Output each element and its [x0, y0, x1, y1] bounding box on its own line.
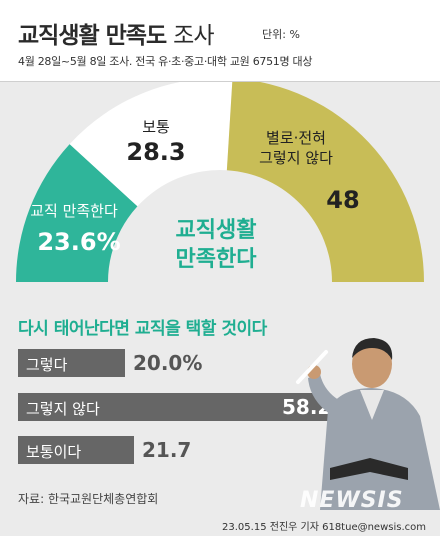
negative-label-line2: 그렇지 않다: [259, 149, 333, 167]
center-line1: 교직생활: [175, 218, 257, 243]
negative-label-line1: 별로·전혀: [266, 129, 326, 147]
bar: [18, 349, 125, 377]
book-shape: [330, 458, 408, 480]
title-bold: 교직생활 만족도: [18, 23, 167, 49]
head-shape: [352, 340, 392, 388]
negative-label: 별로·전혀 그렇지 않다: [236, 128, 356, 168]
newsis-watermark: NEWSIS: [300, 488, 404, 513]
raised-arm-shape: [308, 374, 342, 414]
page-title: 교직생활 만족도 조사: [18, 16, 214, 50]
bar: [18, 436, 134, 464]
header: 교직생활 만족도 조사 단위: % 4월 28일~5월 8일 조사. 전국 유·…: [0, 0, 440, 82]
bar-value-label: 20.0%: [133, 351, 203, 375]
body-shape: [320, 388, 440, 510]
normal-label: 보통: [142, 118, 170, 136]
title-light: 조사: [173, 23, 214, 49]
hair-shape: [352, 338, 393, 360]
gauge-slice: [16, 144, 138, 282]
teacher-illustration: [296, 338, 440, 510]
bar-category-label: 그렇다: [26, 356, 68, 374]
collar-shape: [360, 390, 384, 420]
gauge-slice: [226, 82, 424, 282]
bar-value-label: 21.7: [142, 438, 192, 462]
gauge-chart: [16, 82, 424, 282]
normal-value: 28.3: [126, 138, 186, 166]
positive-value: 23.6%: [37, 228, 121, 256]
chalk-shape: [296, 350, 328, 384]
bar: [18, 393, 330, 421]
bar-chart-title: 다시 태어난다면 교직을 택할 것이다: [18, 319, 267, 339]
gauge-slice: [69, 82, 233, 207]
unit-label: 단위: %: [262, 28, 300, 41]
bar-category-label: 보통이다: [26, 443, 82, 461]
positive-label: 교직 만족한다: [30, 202, 118, 220]
subtitle: 4월 28일~5월 8일 조사. 전국 유·초·중고·대학 교원 6751명 대…: [18, 55, 313, 68]
gauge-center-title: 교직생활 만족한다: [146, 216, 286, 274]
bar-category-label: 그렇지 않다: [26, 400, 100, 418]
source-text: 자료: 한국교원단체총연합회: [18, 492, 159, 506]
negative-value: 48: [326, 186, 360, 214]
credit-text: 23.05.15 전진우 기자 618tue@newsis.com: [222, 522, 426, 533]
center-line2: 만족한다: [175, 247, 257, 272]
